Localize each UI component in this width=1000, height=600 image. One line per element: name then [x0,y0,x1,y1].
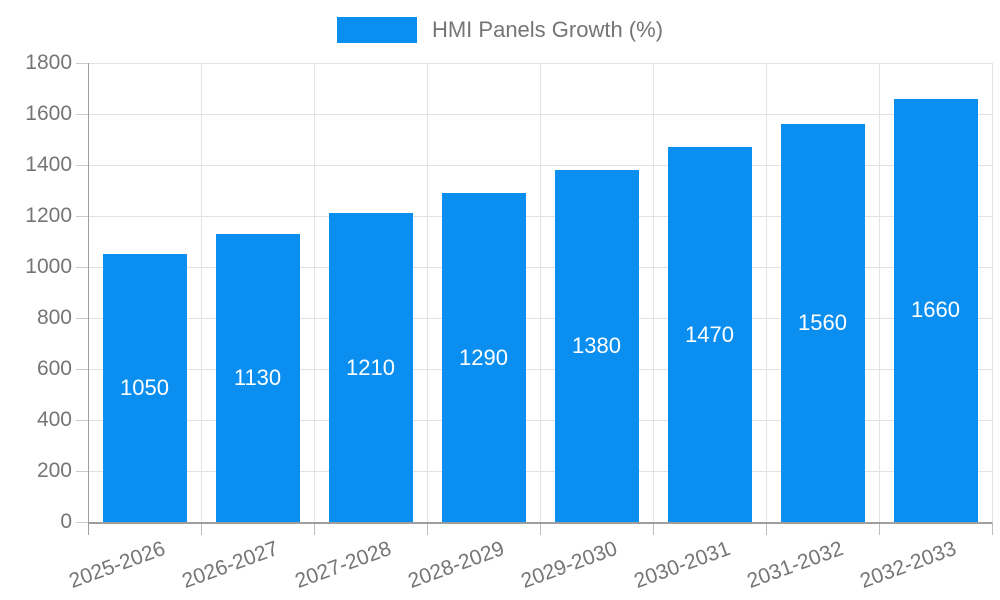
y-tick-mark [76,165,88,166]
bar-value-label: 1290 [459,344,508,370]
x-tick-mark [992,522,993,535]
bar[interactable]: 1050 [102,254,187,522]
y-tick-label: 800 [36,306,72,329]
y-tick-mark [76,420,88,421]
legend-swatch [336,17,417,43]
x-category-label: 2025-2026 [66,537,169,593]
x-tick-mark [201,522,202,535]
x-gridline [201,63,202,522]
y-tick-label: 1600 [25,102,72,125]
bar-value-label: 1210 [346,354,395,380]
bar-value-label: 1050 [120,375,169,401]
x-gridline [653,63,654,522]
y-tick-mark [76,63,88,64]
legend-item[interactable]: HMI Panels Growth (%) [336,17,664,43]
y-tick-mark [76,267,88,268]
y-tick-label: 1200 [25,204,72,227]
x-tick-mark [540,522,541,535]
bar[interactable]: 1660 [893,98,978,522]
bar[interactable]: 1130 [215,233,300,522]
bar-value-label: 1470 [685,321,734,347]
bar[interactable]: 1470 [667,147,752,522]
x-gridline [766,63,767,522]
bar-value-label: 1380 [572,333,621,359]
x-gridline [314,63,315,522]
x-axis-line [88,522,992,524]
x-category-label: 2029-2030 [518,537,621,593]
y-tick-label: 600 [36,357,72,380]
x-category-label: 2031-2032 [744,537,847,593]
y-tick-mark [76,216,88,217]
bar[interactable]: 1560 [780,124,865,522]
y-tick-label: 1400 [25,153,72,176]
y-tick-label: 1000 [25,255,72,278]
x-tick-mark [314,522,315,535]
x-tick-mark [653,522,654,535]
x-gridline [427,63,428,522]
x-tick-mark [766,522,767,535]
legend-label: HMI Panels Growth (%) [431,17,664,42]
y-tick-label: 400 [36,408,72,431]
x-category-label: 2032-2033 [857,537,960,593]
x-gridline [540,63,541,522]
y-tick-label: 200 [36,459,72,482]
bar-value-label: 1560 [798,310,847,336]
y-tick-mark [76,522,88,523]
x-category-label: 2027-2028 [292,537,395,593]
y-tick-label: 1800 [25,51,72,74]
y-tick-mark [76,471,88,472]
y-axis-line [88,63,89,535]
bar-value-label: 1130 [233,364,282,390]
legend: HMI Panels Growth (%) [0,17,1000,43]
x-category-label: 2030-2031 [631,537,734,593]
bar[interactable]: 1210 [328,213,413,522]
x-gridline [879,63,880,522]
y-tick-mark [76,369,88,370]
x-tick-mark [879,522,880,535]
y-tick-mark [76,114,88,115]
y-tick-label: 0 [60,510,72,533]
x-gridline [992,63,993,522]
bar-value-label: 1660 [911,297,960,323]
y-tick-mark [76,318,88,319]
x-category-label: 2026-2027 [179,537,282,593]
bar[interactable]: 1380 [554,170,639,522]
bar[interactable]: 1290 [441,193,526,522]
x-category-label: 2028-2029 [405,537,508,593]
x-tick-mark [427,522,428,535]
